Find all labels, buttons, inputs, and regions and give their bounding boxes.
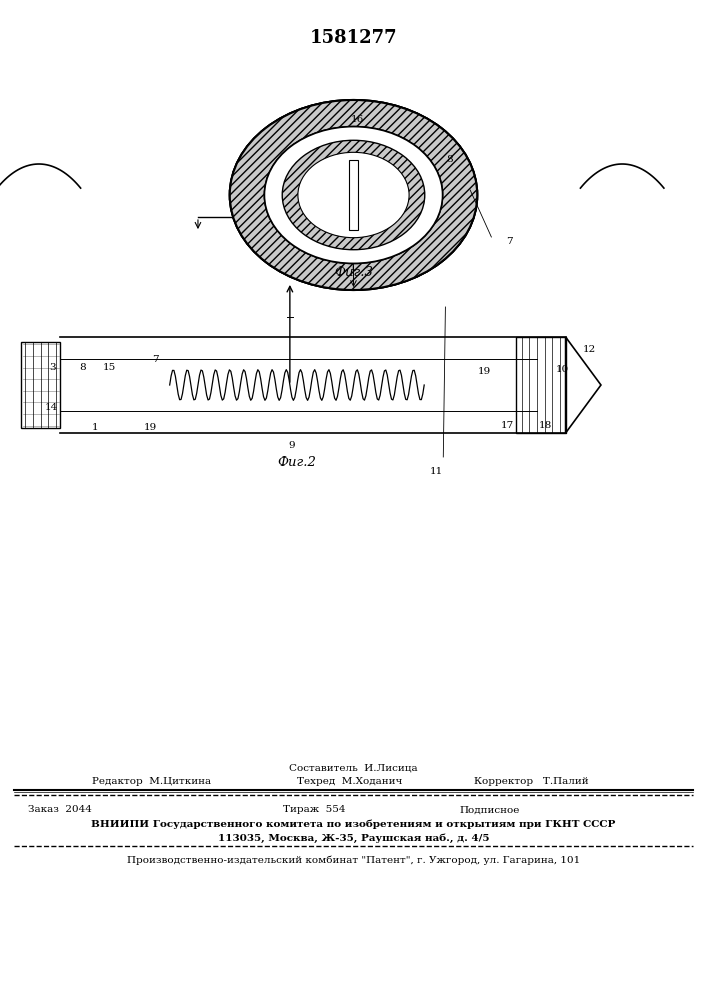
- Text: Тираж  554: Тираж 554: [283, 806, 345, 814]
- Text: Корректор   Т.Палий: Корректор Т.Палий: [474, 778, 588, 786]
- Text: 17: 17: [501, 420, 514, 430]
- Text: 16: 16: [351, 115, 363, 124]
- Ellipse shape: [282, 140, 425, 250]
- Text: 8: 8: [79, 363, 86, 372]
- Text: 11: 11: [430, 468, 443, 477]
- Bar: [349, 160, 358, 230]
- Text: 1: 1: [350, 263, 357, 272]
- Text: 1: 1: [92, 424, 99, 432]
- Text: 1581277: 1581277: [310, 29, 397, 47]
- Text: 19: 19: [144, 424, 157, 432]
- Text: 3: 3: [49, 363, 57, 372]
- Text: 113035, Москва, Ж-35, Раушская наб., д. 4/5: 113035, Москва, Ж-35, Раушская наб., д. …: [218, 833, 489, 843]
- Ellipse shape: [230, 100, 477, 290]
- Ellipse shape: [230, 100, 477, 290]
- Text: Фиг.2: Фиг.2: [278, 456, 316, 468]
- Text: Техред  М.Ходанич: Техред М.Ходанич: [297, 778, 402, 786]
- Text: 18: 18: [539, 420, 551, 430]
- Text: 8: 8: [446, 155, 453, 164]
- Ellipse shape: [264, 127, 443, 263]
- Text: 12: 12: [583, 346, 595, 355]
- Text: 7: 7: [506, 237, 513, 246]
- Text: 14: 14: [45, 402, 58, 412]
- Text: 15: 15: [103, 363, 116, 372]
- Text: Редактор  М.Циткина: Редактор М.Циткина: [92, 778, 211, 786]
- Ellipse shape: [298, 152, 409, 238]
- Ellipse shape: [264, 127, 443, 263]
- Bar: [516, 337, 566, 433]
- Text: Производственно-издательский комбинат "Патент", г. Ужгород, ул. Гагарина, 101: Производственно-издательский комбинат "П…: [127, 855, 580, 865]
- Text: 19: 19: [478, 367, 491, 376]
- Bar: [344, 162, 363, 227]
- Text: Подписное: Подписное: [460, 806, 520, 814]
- Text: ВНИИПИ Государственного комитета по изобретениям и открытиям при ГКНТ СССР: ВНИИПИ Государственного комитета по изоб…: [91, 819, 616, 829]
- Text: Составитель  И.Лисица: Составитель И.Лисица: [289, 764, 418, 772]
- Text: 7: 7: [152, 356, 159, 364]
- Text: 10: 10: [556, 365, 568, 374]
- Text: А - А: А - А: [289, 189, 319, 202]
- Text: Фиг.3: Фиг.3: [334, 265, 373, 278]
- Bar: [21, 342, 60, 428]
- Text: Заказ  2044: Заказ 2044: [28, 806, 92, 814]
- Text: 9: 9: [288, 440, 296, 450]
